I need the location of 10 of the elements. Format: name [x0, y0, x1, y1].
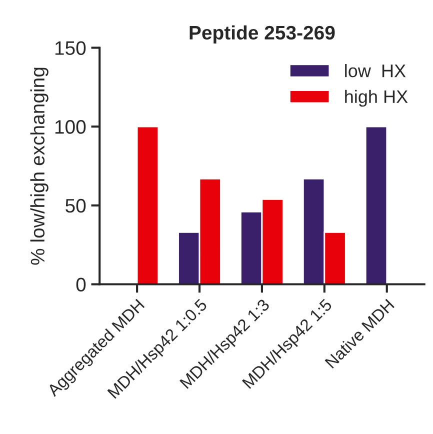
chart-title: Peptide 253-269 [190, 25, 335, 44]
y-tick-label: 50 [66, 198, 86, 213]
y-tick-label: 150 [55, 41, 86, 55]
y-tick-label: 100 [55, 120, 86, 134]
bar [136, 126, 159, 284]
legend-label: low HX [345, 64, 406, 78]
legend-label: high HX [345, 90, 408, 107]
y-tick-label: 0 [76, 278, 86, 292]
bar [364, 126, 388, 284]
y-axis-title: % low/high exchanging [30, 68, 48, 265]
